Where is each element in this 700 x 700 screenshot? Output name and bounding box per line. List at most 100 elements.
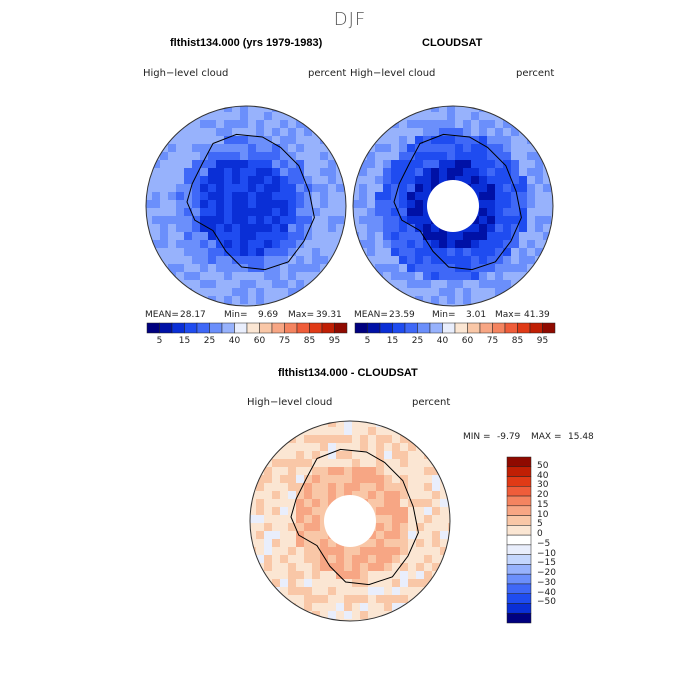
field-cell [288, 443, 297, 452]
colorbar-tick-label: −5 [537, 538, 551, 549]
field-cell [264, 106, 273, 113]
field-cell [280, 288, 289, 297]
field-cell [415, 272, 424, 281]
field-cell [487, 288, 496, 297]
colorbar-tick-label: 40 [537, 470, 549, 481]
field-cell [440, 531, 449, 540]
field-cell [176, 120, 185, 129]
field-cell [256, 184, 265, 193]
field-cell [256, 112, 265, 121]
field-cell [152, 176, 161, 185]
field-cell [359, 256, 368, 265]
field-cell [415, 264, 424, 273]
field-cell [519, 248, 528, 257]
field-cell [296, 144, 305, 153]
field-cell [272, 531, 281, 540]
field-cell [352, 443, 361, 452]
field-cell [463, 168, 472, 177]
field-cell [208, 168, 217, 177]
field-cell [511, 248, 520, 257]
field-cell [264, 499, 273, 508]
field-cell [392, 587, 401, 596]
field-cell [455, 152, 464, 161]
field-cell [320, 491, 329, 500]
field-cell [407, 176, 416, 185]
field-cell [176, 248, 185, 257]
field-cell [200, 160, 209, 169]
field-cell [328, 459, 337, 468]
field-cell [280, 563, 289, 572]
field-cell [152, 200, 161, 209]
field-cell [519, 264, 528, 273]
map-border [352, 105, 554, 307]
field-cell [248, 288, 257, 297]
field-cell [256, 128, 265, 137]
field-cell [431, 160, 440, 169]
field-cell [320, 443, 329, 452]
field-cell [280, 587, 289, 596]
field-cell [336, 603, 345, 612]
field-cell [296, 531, 305, 540]
field-cell [152, 168, 161, 177]
field-cell [288, 176, 297, 185]
field-cell [280, 112, 289, 121]
field-cell [160, 248, 169, 257]
colorbar-tick-label: −15 [537, 558, 556, 569]
field-cell [344, 483, 353, 492]
field-cell [511, 240, 520, 249]
field-cell [447, 240, 456, 249]
field-cell [256, 288, 265, 297]
field-cell [280, 152, 289, 161]
field-cell [232, 128, 241, 137]
field-cell [250, 507, 257, 516]
field-cell [551, 208, 553, 217]
field-cell [447, 106, 456, 113]
field-cell [312, 579, 321, 588]
field-cell [463, 160, 472, 169]
field-cell [415, 120, 424, 129]
field-cell [353, 200, 360, 209]
field-cell [224, 240, 233, 249]
field-cell [224, 120, 233, 129]
field-cell [448, 539, 450, 548]
field-cell [344, 427, 353, 436]
field-cell [431, 176, 440, 185]
field-cell [240, 144, 249, 153]
colorbar-cell [506, 554, 532, 565]
field-cell [288, 467, 297, 476]
field-cell [328, 547, 337, 556]
field-cell [168, 168, 177, 177]
field-cell [336, 443, 345, 452]
field-cell [353, 240, 360, 249]
field-cell [407, 288, 416, 297]
field-cell [448, 515, 450, 524]
field-cell [527, 184, 536, 193]
field-cell [424, 515, 433, 524]
colorbar-tick-label: 25 [203, 336, 216, 346]
field-cell [272, 120, 281, 129]
field-cell [383, 256, 392, 265]
field-cell [423, 112, 432, 121]
field-cell [152, 232, 161, 241]
field-cell [288, 152, 297, 161]
field-cell [503, 272, 512, 281]
field-cell [519, 160, 528, 169]
field-cell [535, 232, 544, 241]
field-cell [360, 435, 369, 444]
field-cell [367, 168, 376, 177]
field-cell [328, 224, 337, 233]
field-cell [359, 216, 368, 225]
field-cell [383, 176, 392, 185]
field-cell [320, 168, 329, 177]
field-cell [416, 555, 425, 564]
field-cell [232, 208, 241, 217]
field-cell [320, 248, 329, 257]
field-cell [304, 459, 313, 468]
field-cell [455, 128, 464, 137]
field-cell [280, 216, 289, 225]
field-cell [463, 240, 472, 249]
field-cell [240, 272, 249, 281]
field-cell [503, 144, 512, 153]
field-cell [256, 224, 265, 233]
field-cell [439, 248, 448, 257]
